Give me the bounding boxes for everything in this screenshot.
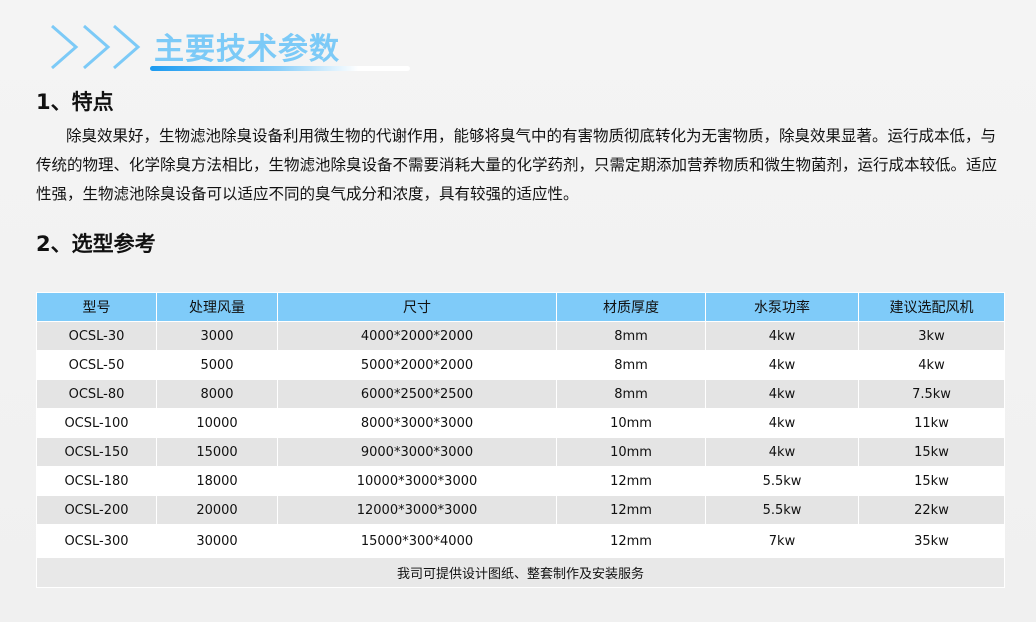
table-cell: 20000 bbox=[156, 495, 278, 525]
heading-selection: 2、选型参考 bbox=[36, 232, 156, 256]
table-cell: 3kw bbox=[858, 321, 1005, 351]
table-cell: 10mm bbox=[556, 408, 706, 438]
table-cell: 3000 bbox=[156, 321, 278, 351]
table-cell: 8mm bbox=[556, 321, 706, 351]
table-cell: 12mm bbox=[556, 466, 706, 496]
heading-features: 1、特点 bbox=[36, 90, 114, 114]
table-cell: 6000*2500*2500 bbox=[277, 379, 557, 409]
title-underline bbox=[150, 66, 410, 71]
table-cell: 15000 bbox=[156, 437, 278, 467]
table-cell: 7kw bbox=[705, 524, 859, 558]
table-cell: 10mm bbox=[556, 437, 706, 467]
table-row: OCSL-180 18000 10000*3000*3000 12mm 5.5kw 15k… bbox=[36, 466, 1005, 496]
col-model: 型号 bbox=[36, 292, 157, 322]
table-cell: 8mm bbox=[556, 350, 706, 380]
table-row: OCSL-150 15000 9000*3000*3000 10mm 4kw 15kw bbox=[36, 437, 1005, 467]
table-cell: OCSL-30 bbox=[36, 321, 157, 351]
table-cell: 12000*3000*3000 bbox=[277, 495, 557, 525]
section-title: 主要技术参数 bbox=[154, 32, 340, 67]
table-row: OCSL-30 3000 4000*2000*2000 8mm 4kw 3kw bbox=[36, 321, 1005, 351]
table-cell: 35kw bbox=[858, 524, 1005, 558]
table-cell: 4kw bbox=[705, 321, 859, 351]
table-row: OCSL-80 8000 6000*2500*2500 8mm 4kw 7.5kw bbox=[36, 379, 1005, 409]
table-cell: 4kw bbox=[705, 350, 859, 380]
table-cell: 18000 bbox=[156, 466, 278, 496]
service-note: 我司可提供设计图纸、整套制作及安装服务 bbox=[36, 557, 1005, 588]
spec-table: 型号 处理风量 尺寸 材质厚度 水泵功率 建议选配风机 OCSL-30 3000 4… bbox=[36, 292, 1005, 588]
table-cell: 8mm bbox=[556, 379, 706, 409]
table-cell: 4000*2000*2000 bbox=[277, 321, 557, 351]
table-cell: 4kw bbox=[705, 437, 859, 467]
table-cell: 8000*3000*3000 bbox=[277, 408, 557, 438]
col-pump-power: 水泵功率 bbox=[705, 292, 859, 322]
table-cell: 4kw bbox=[705, 408, 859, 438]
table-cell: OCSL-150 bbox=[36, 437, 157, 467]
col-size: 尺寸 bbox=[277, 292, 557, 322]
table-cell: 7.5kw bbox=[858, 379, 1005, 409]
table-cell: 5000*2000*2000 bbox=[277, 350, 557, 380]
table-row: OCSL-50 5000 5000*2000*2000 8mm 4kw 4kw bbox=[36, 350, 1005, 380]
table-cell: 30000 bbox=[156, 524, 278, 558]
table-header: 型号 处理风量 尺寸 材质厚度 水泵功率 建议选配风机 bbox=[36, 292, 1005, 322]
table-cell: 5.5kw bbox=[705, 466, 859, 496]
col-fan: 建议选配风机 bbox=[858, 292, 1005, 322]
table-cell: 15kw bbox=[858, 466, 1005, 496]
table-cell: 15000*300*4000 bbox=[277, 524, 557, 558]
table-cell: 5000 bbox=[156, 350, 278, 380]
table-footer-row: 我司可提供设计图纸、整套制作及安装服务 bbox=[36, 557, 1005, 588]
table-row: OCSL-100 10000 8000*3000*3000 10mm 4kw 11kw bbox=[36, 408, 1005, 438]
table-cell: 9000*3000*3000 bbox=[277, 437, 557, 467]
table-cell: 5.5kw bbox=[705, 495, 859, 525]
table-cell: 4kw bbox=[705, 379, 859, 409]
table-cell: OCSL-200 bbox=[36, 495, 157, 525]
table-cell: OCSL-80 bbox=[36, 379, 157, 409]
table-row: OCSL-200 20000 12000*3000*3000 12mm 5.5kw 22k… bbox=[36, 495, 1005, 525]
table-cell: OCSL-50 bbox=[36, 350, 157, 380]
col-airflow: 处理风量 bbox=[156, 292, 278, 322]
table-cell: OCSL-180 bbox=[36, 466, 157, 496]
table-cell: 22kw bbox=[858, 495, 1005, 525]
table-cell: 10000 bbox=[156, 408, 278, 438]
table-cell: OCSL-300 bbox=[36, 524, 157, 558]
col-thickness: 材质厚度 bbox=[556, 292, 706, 322]
chevrons-icon bbox=[51, 24, 141, 70]
table-cell: 10000*3000*3000 bbox=[277, 466, 557, 496]
table-cell: 12mm bbox=[556, 524, 706, 558]
table-cell: 11kw bbox=[858, 408, 1005, 438]
table-cell: 4kw bbox=[858, 350, 1005, 380]
table-cell: 15kw bbox=[858, 437, 1005, 467]
table-cell: 8000 bbox=[156, 379, 278, 409]
table-cell: OCSL-100 bbox=[36, 408, 157, 438]
table-cell: 12mm bbox=[556, 495, 706, 525]
table-row: OCSL-300 30000 15000*300*4000 12mm 7kw 35kw bbox=[36, 524, 1005, 558]
features-paragraph: 除臭效果好，生物滤池除臭设备利用微生物的代谢作用，能够将臭气中的有害物质彻底转化… bbox=[36, 127, 998, 203]
section-banner: 主要技术参数 bbox=[48, 20, 418, 75]
